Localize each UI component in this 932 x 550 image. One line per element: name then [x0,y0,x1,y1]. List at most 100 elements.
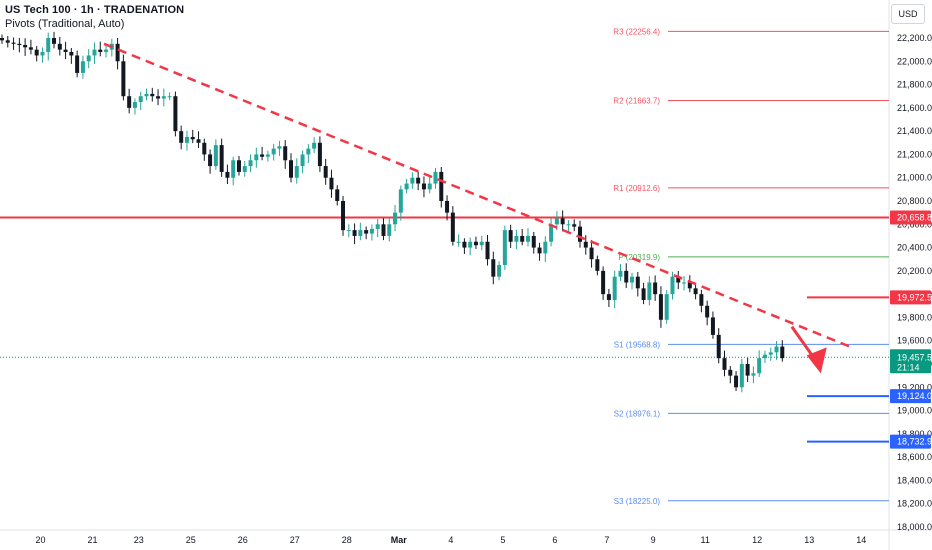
y-tick-label: 19,200.0 [897,382,932,392]
candle-body [190,136,195,140]
candle-body [161,96,166,99]
candle-body [225,171,230,178]
y-tick-label: 22,000.0 [897,56,932,66]
candle-body [757,358,762,374]
last-price-tag [890,349,931,374]
candle-body [780,346,785,359]
candle-body [670,276,675,295]
candle-body [300,154,305,167]
candle-body [630,276,635,283]
candle-body [219,145,224,172]
time-axis: 20 21 23 25 26 27 28 Mar 4 5 6 7 9 11 12 13 14 [35,535,866,545]
y-tick-label: 21,400.0 [897,126,932,136]
candle-body [381,224,386,236]
level-price-tag [890,210,931,225]
y-tick-label: 21,600.0 [897,103,932,113]
indicator-label[interactable]: Pivots (Traditional, Auto) [5,18,125,30]
level-price-label: 18,732.9 [897,437,932,447]
candle-body [433,171,438,184]
candle-body [473,241,478,246]
candle-body [69,51,74,56]
candle-body [17,43,22,45]
x-tick-label: 7 [604,535,609,545]
candle-body [531,235,536,248]
y-tick-label: 18,400.0 [897,475,932,485]
candle-body [63,49,68,52]
x-tick-label: 11 [700,535,709,545]
x-tick-label: 4 [448,535,453,545]
x-tick-label: 28 [342,535,352,545]
candle-body [196,139,201,143]
candle-body [699,294,704,306]
forecast-arrow-head [806,347,827,374]
candle-body [184,136,189,143]
x-tick-label: 6 [552,535,557,545]
price-tags-layer: 20,658.8 19,972.5 19,124.0 18,732.9 19,457.5… [890,210,932,449]
pivot-label: R3 (22256.4) [613,27,660,36]
candle-body [537,247,542,254]
candle-body [398,189,403,213]
candle-body [705,305,710,318]
candle-body [497,265,502,277]
candle-body [762,354,767,359]
candle-body [156,96,161,99]
currency-button[interactable]: USD [891,4,925,24]
candle-body [502,230,507,266]
candle-body [306,148,311,155]
level-price-label: 19,972.5 [897,292,932,302]
candle-body [734,375,739,388]
candle-body [40,51,45,56]
candle-body [653,282,658,295]
y-tick-label: 19,800.0 [897,312,932,322]
candle-body [774,346,779,353]
pivot-label: S2 (18976.1) [614,409,661,418]
candle-body [5,40,10,43]
candle-body [283,146,288,161]
candle-body [450,212,455,242]
candle-body [601,270,606,295]
candle-body [479,241,484,246]
candle-body [121,61,126,97]
level-price-tag [890,290,931,305]
candle-body [248,160,253,167]
candle-body [323,166,328,178]
candle-body [387,224,392,236]
candle-body [98,49,103,52]
candle-body [410,177,415,184]
candle-body [277,146,282,149]
candle-body [554,218,559,225]
candle-body [150,93,155,97]
trendline [103,42,851,348]
candle-body [635,276,640,289]
candle-body [624,270,629,283]
bar-countdown-label: 21:14 [897,362,920,372]
candle-body [739,364,744,388]
x-tick-label: 26 [238,535,248,545]
candle-body [583,241,588,248]
candle-body [445,201,450,213]
x-tick-label: 13 [804,535,814,545]
candle-body [0,38,4,41]
candle-body [127,96,132,108]
candle-body [375,224,380,229]
trendline-layer [103,42,851,374]
candle-body [236,160,241,172]
x-tick-label: 27 [290,535,300,545]
levels-layer [0,216,889,443]
y-tick-label: 20,400.0 [897,243,932,253]
candle-body [260,154,265,157]
candle-body [566,224,571,226]
y-tick-label: 21,000.0 [897,173,932,183]
candle-body [722,358,727,370]
pivot-layer: R3 (22256.4) R2 (21663.7) R1 (20912.6) P (2… [613,27,889,506]
candle-body [242,166,247,172]
candle-body [369,228,374,234]
pivot-label: S3 (18225.0) [614,497,661,506]
candle-body [265,154,270,157]
candle-body [525,235,530,242]
candle-body [560,218,565,225]
pivot-label: R1 (20912.6) [613,184,660,193]
candle-body [520,235,525,242]
candle-body [612,276,617,300]
